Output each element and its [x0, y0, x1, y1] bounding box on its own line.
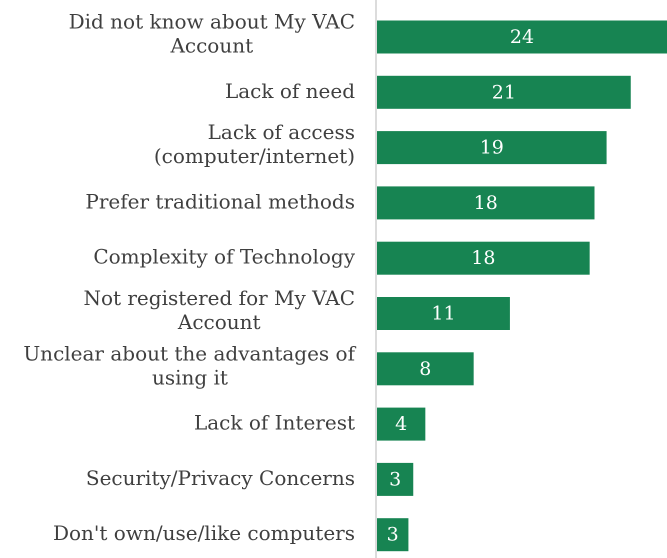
category-label-10-line-1: Don't own/use/like computers [53, 521, 355, 545]
bar-5 [377, 241, 590, 275]
bar-1 [377, 20, 667, 54]
category-label-1-line-2: Account [169, 34, 253, 58]
value-label-4: 18 [474, 192, 498, 214]
value-label-3: 19 [480, 137, 504, 159]
value-label-6: 11 [431, 303, 455, 325]
category-label-1-line-1: Did not know about My VAC [69, 10, 355, 34]
bar-9 [377, 462, 414, 496]
category-label-2-line-1: Lack of need [225, 79, 355, 103]
category-label-6-line-2: Account [177, 310, 261, 334]
value-label-9: 3 [389, 468, 401, 490]
value-label-10: 3 [387, 524, 399, 546]
value-label-1: 24 [510, 26, 534, 48]
category-label-4-line-1: Prefer traditional methods [85, 189, 355, 213]
category-label-8-line-1: Lack of Interest [194, 411, 355, 435]
bar-6 [377, 297, 510, 330]
category-label-7-line-2: using it [152, 365, 228, 389]
category-label-3-line-1: Lack of access [208, 120, 355, 144]
value-label-5: 18 [471, 247, 495, 269]
bar-4 [377, 186, 595, 220]
category-label-6-line-1: Not registered for My VAC [83, 286, 355, 310]
bar-8 [377, 407, 426, 441]
value-labels-group: 24 21 19 18 18 11 8 4 3 3 [387, 26, 534, 546]
category-label-5-line-1: Complexity of Technology [93, 245, 355, 269]
value-label-2: 21 [492, 81, 516, 103]
bar-2 [377, 75, 631, 109]
bar-3 [377, 131, 607, 165]
value-label-8: 4 [395, 413, 407, 435]
bar-10 [377, 518, 409, 552]
category-label-3-line-2: (computer/internet) [154, 144, 355, 168]
bar-7 [377, 352, 474, 386]
bars-group [377, 20, 667, 552]
category-label-9-line-1: Security/Privacy Concerns [86, 466, 355, 490]
value-label-7: 8 [419, 358, 431, 380]
category-label-7-line-1: Unclear about the advantages of [23, 341, 356, 365]
